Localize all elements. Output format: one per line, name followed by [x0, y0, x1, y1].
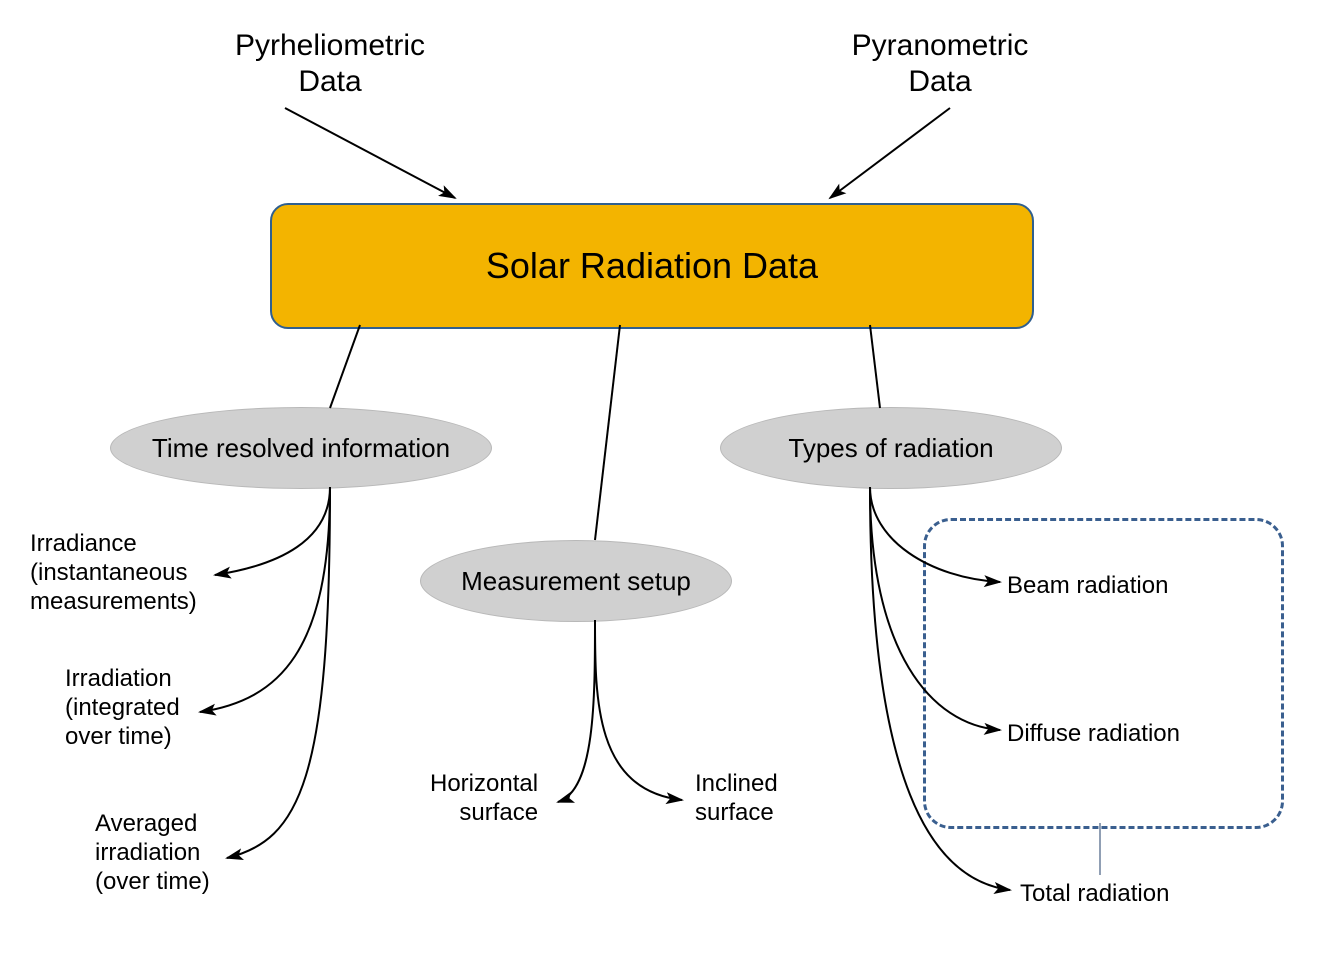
pyranometric-line2: Data [908, 65, 971, 98]
arrow-horizontal-surface [558, 620, 595, 802]
solar-radiation-title: Solar Radiation Data [486, 245, 818, 287]
time-resolved-label: Time resolved information [152, 433, 450, 464]
averaged-irradiation-leaf: Averaged irradiation (over time) [95, 810, 210, 896]
horizontal-surface-leaf: Horizontal surface [430, 770, 538, 828]
irradiance-leaf: Irradiance (instantaneous measurements) [30, 530, 197, 616]
beam-diffuse-group-box [923, 518, 1284, 829]
arrow-irradiance [215, 487, 330, 575]
time-resolved-ellipse: Time resolved information [110, 407, 492, 489]
types-radiation-label: Types of radiation [788, 433, 993, 464]
inclined-surface-leaf: Inclined surface [695, 770, 778, 828]
arrow-pyranometric [830, 108, 950, 198]
solar-radiation-data-box: Solar Radiation Data [270, 203, 1034, 329]
irradiation-leaf: Irradiation (integrated over time) [65, 665, 180, 751]
pyranometric-line1: Pyranometric [852, 29, 1029, 62]
arrow-inclined-surface [595, 620, 682, 800]
measurement-setup-label: Measurement setup [461, 566, 691, 597]
arrow-irradiation [200, 487, 330, 712]
pyrheliometric-label: Pyrheliometric Data [200, 28, 460, 100]
line-to-measurement [595, 325, 620, 540]
pyranometric-label: Pyranometric Data [810, 28, 1070, 100]
pyrheliometric-line2: Data [298, 65, 361, 98]
arrow-averaged [227, 487, 330, 858]
types-radiation-ellipse: Types of radiation [720, 407, 1062, 489]
total-radiation-leaf: Total radiation [1020, 880, 1169, 909]
pyrheliometric-line1: Pyrheliometric [235, 29, 425, 62]
line-to-types [870, 325, 880, 408]
line-to-time-resolved [330, 325, 360, 408]
arrow-pyrheliometric [285, 108, 455, 198]
measurement-setup-ellipse: Measurement setup [420, 540, 732, 622]
